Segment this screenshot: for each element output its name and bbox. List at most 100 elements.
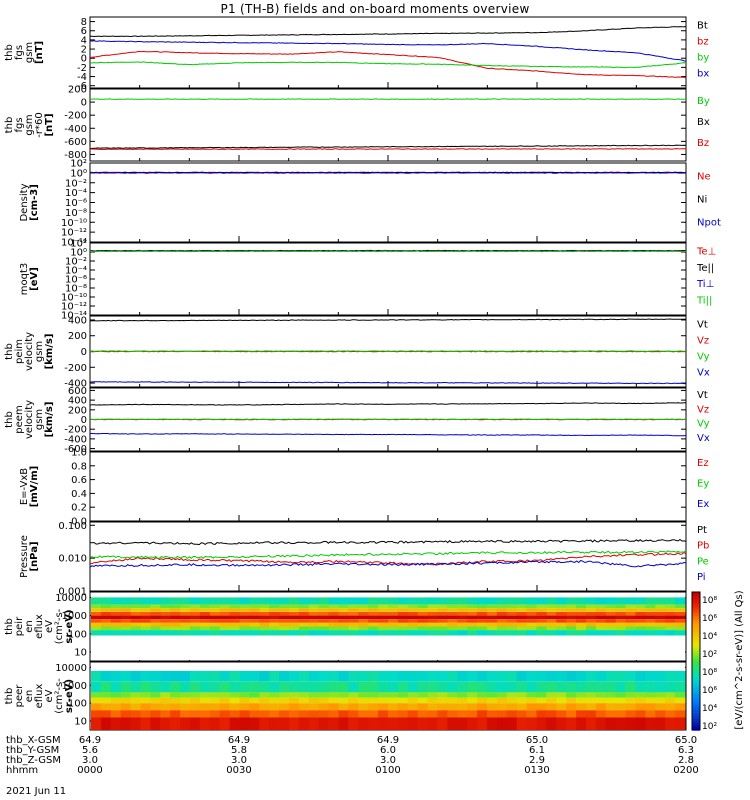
peir_spec-cell xyxy=(675,608,686,612)
peir_spec-cell xyxy=(447,597,458,605)
peir_spec-cell xyxy=(289,604,300,609)
peir_spec-cell xyxy=(348,608,359,612)
peir_spec-cell xyxy=(229,622,240,627)
peer_spec-cell xyxy=(635,710,646,718)
peer_spec-cell xyxy=(239,681,250,693)
footer-value-x: 64.9 xyxy=(227,735,251,746)
fgs-series-1 xyxy=(89,50,686,78)
peer_spec-cell xyxy=(229,710,240,718)
peir_spec-cell xyxy=(140,608,151,612)
peer_spec-cell xyxy=(368,703,379,711)
peer_spec-cell xyxy=(586,681,597,693)
peer_spec-cell xyxy=(140,697,151,704)
peir_spec-cell xyxy=(467,619,478,623)
peer_spec-cell xyxy=(140,692,151,698)
peir_spec-cell xyxy=(467,626,478,631)
peir_spec-cell xyxy=(100,597,112,605)
peer_spec-cell xyxy=(318,692,330,698)
peer_spec-cell xyxy=(130,703,141,711)
peer_spec-cell xyxy=(160,681,171,693)
peir_spec-cell xyxy=(496,608,508,612)
peir_spec-cell xyxy=(328,619,339,623)
peer_spec-cell xyxy=(249,697,260,704)
peir_spec-cell xyxy=(140,630,151,636)
peir_spec-cell xyxy=(457,615,468,620)
peir_spec-cell xyxy=(229,630,240,636)
peer_spec-cell xyxy=(536,703,547,711)
pressure-legend-2: Pe xyxy=(697,556,709,567)
peir_spec-cell xyxy=(318,612,330,616)
peer_spec-cell xyxy=(397,710,409,718)
peer_spec-cell xyxy=(308,681,320,693)
density-ytick-label: 10⁻¹⁴ xyxy=(61,238,87,249)
peer_spec-cell xyxy=(546,710,557,718)
peer_spec-cell xyxy=(130,710,141,718)
peer_spec-cell xyxy=(675,710,686,718)
peer_spec-cell xyxy=(289,681,300,693)
peem_velocity-legend-1: Vz xyxy=(697,404,709,415)
peir_spec-cell xyxy=(249,619,260,623)
peer_spec-cell xyxy=(209,670,221,682)
peim_velocity-series-0 xyxy=(89,318,687,322)
peer_spec-cell xyxy=(328,670,339,682)
peir_spec-cell xyxy=(407,619,419,623)
footer-value-x: 64.9 xyxy=(78,735,102,746)
peer_spec-cell xyxy=(120,717,132,730)
peer_spec-cell xyxy=(190,692,201,698)
peer_spec-cell xyxy=(615,710,627,718)
colorbar-swatch xyxy=(692,687,700,690)
peir_spec-cell xyxy=(516,612,528,616)
peer_spec-cell xyxy=(100,710,112,718)
peer_spec-cell xyxy=(219,710,231,718)
peem_velocity-ylabel: [km/s] xyxy=(44,402,55,438)
peer_spec-cell xyxy=(407,710,419,718)
peir_spec-cell xyxy=(91,626,102,631)
peim_velocity-ylabel: peim xyxy=(14,339,25,364)
temperature-ylabel: [eV] xyxy=(29,267,40,291)
peir_spec-cell xyxy=(239,622,250,627)
peir_spec-cell xyxy=(308,615,320,620)
peir_spec-cell xyxy=(506,604,518,609)
peer_spec-cell xyxy=(546,681,557,693)
peir_spec-cell xyxy=(447,622,458,627)
peir_spec-cell xyxy=(417,626,429,631)
colorbar-tick-label: 10⁸ xyxy=(702,668,717,678)
peir_spec-cell xyxy=(110,615,122,620)
peer_spec-cell xyxy=(209,703,221,711)
peir_spec-cell xyxy=(100,630,112,636)
peir_spec-cell xyxy=(447,608,458,612)
peer_spec-cell xyxy=(625,710,636,718)
peir_spec-cell xyxy=(467,622,478,627)
peer_spec-cell xyxy=(180,717,191,730)
peer_spec-cell xyxy=(506,710,518,718)
peer_spec-cell xyxy=(219,697,231,704)
peer_spec-cell xyxy=(328,697,339,704)
peer_spec-cell xyxy=(91,710,102,718)
peir_spec-cell xyxy=(477,615,488,620)
peer_spec-cell xyxy=(556,681,567,693)
peir_spec-cell xyxy=(437,604,448,609)
peir_spec-cell xyxy=(605,630,617,636)
efield-ytick-label: 0.4 xyxy=(71,489,87,500)
peer_spec-cell xyxy=(388,717,399,730)
peir_spec-cell xyxy=(190,630,201,636)
peer_spec-cell xyxy=(298,717,310,730)
peer_spec-cell xyxy=(526,681,537,693)
colorbar-swatch xyxy=(692,661,700,664)
footer-value-x: 65.0 xyxy=(674,735,698,746)
peer_spec-cell xyxy=(576,703,587,711)
peer_spec-cell xyxy=(655,710,666,718)
peir_spec-cell xyxy=(506,615,518,620)
peer_spec-cell xyxy=(358,681,369,693)
pressure-series-2 xyxy=(89,550,687,560)
peir_spec-cell xyxy=(605,622,617,627)
peer_spec-cell xyxy=(467,710,478,718)
footer-value-y: 5.6 xyxy=(82,745,98,756)
colorbar-swatch xyxy=(692,631,700,635)
colorbar-swatch xyxy=(692,710,700,713)
peim_velocity-legend-2: Vy xyxy=(697,352,710,363)
peer_spec-cell xyxy=(437,692,448,698)
peer_spec-cell xyxy=(487,697,498,704)
peir_spec-cell xyxy=(378,626,389,631)
peer_spec-cell xyxy=(526,670,537,682)
